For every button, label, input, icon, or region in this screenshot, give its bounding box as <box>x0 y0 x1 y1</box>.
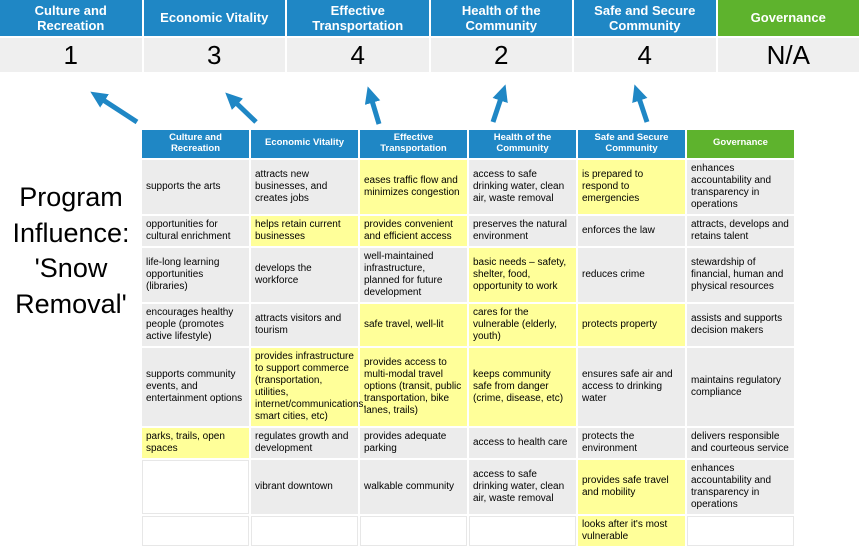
matrix-cell: access to health care <box>469 428 576 458</box>
matrix-row: encourages healthy people (promotes acti… <box>142 304 794 346</box>
matrix-cell: attracts visitors and tourism <box>251 304 358 346</box>
matrix-cell: encourages healthy people (promotes acti… <box>142 304 249 346</box>
matrix-cell: assists and supports decision makers <box>687 304 794 346</box>
priority-header-safe-and-secure-community: Safe and Secure Community <box>574 0 716 36</box>
matrix-cell: provides adequate parking <box>360 428 467 458</box>
matrix-cell: regulates growth and development <box>251 428 358 458</box>
matrix-header-safe-and-secure-community: Safe and Secure Community <box>578 130 685 158</box>
matrix-cell: access to safe drinking water, clean air… <box>469 460 576 514</box>
priority-header-effective-transportation: Effective Transportation <box>287 0 429 36</box>
matrix-cell: access to safe drinking water, clean air… <box>469 160 576 214</box>
matrix-cell: helps retain current businesses <box>251 216 358 246</box>
matrix-cell: supports community events, and entertain… <box>142 348 249 426</box>
up-arrow-icon-3 <box>370 94 379 124</box>
matrix-cell: reduces crime <box>578 248 685 302</box>
matrix-cell: enhances accountability and transparency… <box>687 460 794 514</box>
matrix-cell: stewardship of financial, human and phys… <box>687 248 794 302</box>
matrix-header-health-of-the-community: Health of the Community <box>469 130 576 158</box>
matrix-cell: ensures safe air and access to drinking … <box>578 348 685 426</box>
matrix-header-governance: Governance <box>687 130 794 158</box>
slide-title: Program Influence: 'Snow Removal' <box>2 180 140 323</box>
matrix-cell: opportunities for cultural enrichment <box>142 216 249 246</box>
matrix-cell <box>251 516 358 546</box>
matrix-cell: protects the environment <box>578 428 685 458</box>
influence-arrows <box>0 72 859 128</box>
matrix-cell: protects property <box>578 304 685 346</box>
matrix-cell: keeps community safe from danger (crime,… <box>469 348 576 426</box>
matrix-row: supports community events, and entertain… <box>142 348 794 426</box>
matrix-header-effective-transportation: Effective Transportation <box>360 130 467 158</box>
matrix-cell: develops the workforce <box>251 248 358 302</box>
matrix-cell: attracts, develops and retains talent <box>687 216 794 246</box>
matrix-cell: safe travel, well-lit <box>360 304 467 346</box>
matrix-cell: supports the arts <box>142 160 249 214</box>
matrix-header-economic-vitality: Economic Vitality <box>251 130 358 158</box>
matrix-cell: provides convenient and efficient access <box>360 216 467 246</box>
matrix-row: life-long learning opportunities (librar… <box>142 248 794 302</box>
priority-header-governance: Governance <box>718 0 859 36</box>
matrix-cell: cares for the vulnerable (elderly, youth… <box>469 304 576 346</box>
priority-score-health-of-the-community: 2 <box>431 38 573 72</box>
priority-score-governance: N/A <box>718 38 859 72</box>
matrix-cell: maintains regulatory compliance <box>687 348 794 426</box>
matrix-cell: provides access to multi-modal travel op… <box>360 348 467 426</box>
matrix-header-culture-and-recreation: Culture and Recreation <box>142 130 249 158</box>
matrix-row: looks after it's most vulnerable <box>142 516 794 546</box>
up-arrow-icon-1 <box>97 96 137 122</box>
matrix-cell: preserves the natural environment <box>469 216 576 246</box>
matrix-cell: is prepared to respond to emergencies <box>578 160 685 214</box>
up-arrow-icon-5 <box>637 92 647 122</box>
matrix-cell: parks, trails, open spaces <box>142 428 249 458</box>
matrix-cell: provides infrastructure to support comme… <box>251 348 358 426</box>
matrix-cell: provides safe travel and mobility <box>578 460 685 514</box>
matrix-cell: attracts new businesses, and creates job… <box>251 160 358 214</box>
matrix-cell <box>142 460 249 514</box>
matrix-cell: looks after it's most vulnerable <box>578 516 685 546</box>
matrix-cell <box>142 516 249 546</box>
matrix-cell: vibrant downtown <box>251 460 358 514</box>
priority-score-effective-transportation: 4 <box>287 38 429 72</box>
matrix-cell: walkable community <box>360 460 467 514</box>
matrix-cell: eases traffic flow and minimizes congest… <box>360 160 467 214</box>
matrix-cell: basic needs – safety, shelter, food, opp… <box>469 248 576 302</box>
matrix-cell <box>469 516 576 546</box>
priority-scoreboard: Culture and Recreation Economic Vitality… <box>0 0 859 72</box>
matrix-cell: life-long learning opportunities (librar… <box>142 248 249 302</box>
up-arrow-icon-2 <box>231 98 256 122</box>
priority-score-culture-and-recreation: 1 <box>0 38 142 72</box>
up-arrow-icon-4 <box>493 92 503 122</box>
matrix-cell <box>687 516 794 546</box>
matrix-cell: well-maintained infrastructure, planned … <box>360 248 467 302</box>
matrix-cell: enforces the law <box>578 216 685 246</box>
matrix-header-row: Culture and Recreation Economic Vitality… <box>142 130 794 158</box>
priority-score-safe-and-secure-community: 4 <box>574 38 716 72</box>
influence-matrix: Culture and Recreation Economic Vitality… <box>140 128 796 548</box>
priority-header-economic-vitality: Economic Vitality <box>144 0 286 36</box>
priority-header-culture-and-recreation: Culture and Recreation <box>0 0 142 36</box>
matrix-cell: delivers responsible and courteous servi… <box>687 428 794 458</box>
matrix-cell <box>360 516 467 546</box>
priority-header-health-of-the-community: Health of the Community <box>431 0 573 36</box>
priority-score-economic-vitality: 3 <box>144 38 286 72</box>
matrix-cell: enhances accountability and transparency… <box>687 160 794 214</box>
